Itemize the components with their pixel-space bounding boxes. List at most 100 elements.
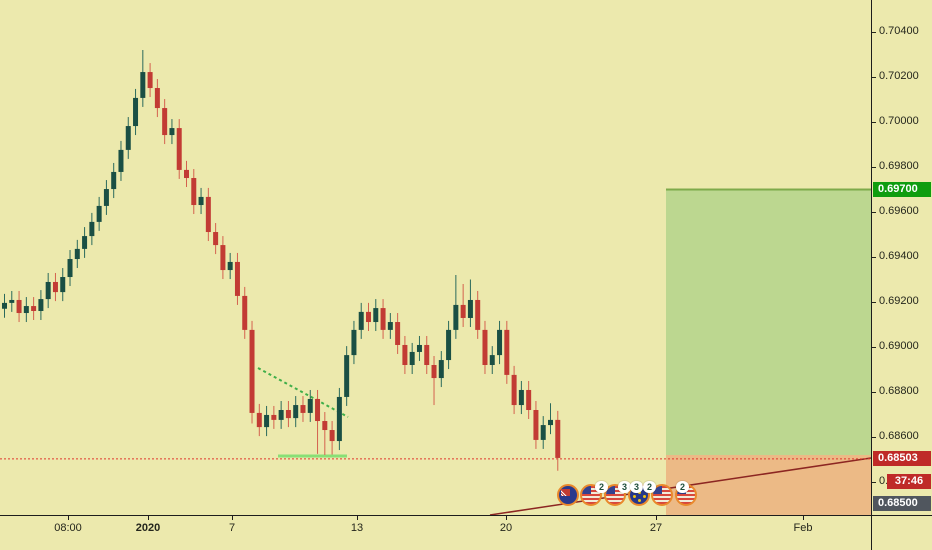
candle-body xyxy=(89,221,95,237)
time-tick-label: 2020 xyxy=(135,522,161,534)
time-tick-label: 13 xyxy=(350,522,364,534)
price-tick xyxy=(872,391,876,393)
candle-body xyxy=(176,128,182,170)
candle-body xyxy=(511,374,517,406)
candle-body xyxy=(489,355,495,365)
price-tick-label: 0.70000 xyxy=(879,115,919,127)
candle-body xyxy=(82,236,88,249)
candle-body xyxy=(548,419,553,426)
time-axis[interactable]: 08:00 2020 7 13 20 27 Feb xyxy=(0,515,932,550)
time-tick-label: 20 xyxy=(499,522,513,534)
candle-body xyxy=(169,128,175,136)
candle-body xyxy=(60,277,66,293)
candle-body xyxy=(351,329,357,356)
candle-body xyxy=(380,308,386,330)
price-tick xyxy=(872,31,876,33)
candle-body xyxy=(205,196,211,233)
candle-body xyxy=(249,329,255,413)
candle-body xyxy=(45,281,51,300)
candle-body xyxy=(467,299,473,318)
candle-body xyxy=(431,365,437,379)
price-axis[interactable]: 0.69700 0.68503 37:46 0.68500 0.70400 0.7… xyxy=(871,0,932,550)
candle-body xyxy=(504,329,510,375)
candle-body xyxy=(162,108,168,136)
candle-body xyxy=(533,410,539,440)
candle-body xyxy=(198,196,204,206)
time-tick xyxy=(232,516,233,520)
price-tick-label: 0.70200 xyxy=(879,70,919,82)
candle-body xyxy=(373,308,379,323)
time-tick-label: 7 xyxy=(228,522,236,534)
candle-body xyxy=(358,311,364,330)
candle-body xyxy=(402,344,408,365)
candle-body xyxy=(74,248,80,260)
time-tick xyxy=(148,516,149,520)
candle-body xyxy=(2,302,7,309)
candle-body xyxy=(213,232,219,246)
candle-body xyxy=(475,299,481,330)
price-tick-label: 0.68800 xyxy=(879,385,919,397)
candle-body xyxy=(227,261,233,271)
event-count-badge: 2 xyxy=(676,481,690,493)
candle-body xyxy=(133,97,139,127)
current-price-badge: 0.68503 xyxy=(873,450,931,466)
au-flag-event-icon[interactable] xyxy=(557,484,579,506)
candle-body xyxy=(23,306,29,314)
candle-body xyxy=(154,88,160,109)
candle-body xyxy=(293,405,299,419)
us-flag-event-icon[interactable] xyxy=(651,484,673,506)
event-count-badge: 3 xyxy=(618,481,632,493)
candle-body xyxy=(300,405,306,413)
prev-price-badge: 0.68500 xyxy=(873,496,931,511)
candle-body xyxy=(111,171,117,190)
candle-body xyxy=(322,421,328,431)
candle-body xyxy=(409,351,415,365)
candle-body xyxy=(16,299,22,314)
stop-zone[interactable] xyxy=(666,455,871,515)
candle-body xyxy=(191,178,197,206)
price-tick xyxy=(872,481,876,483)
candle-body xyxy=(540,425,546,440)
candle-body xyxy=(482,329,488,365)
candle-body xyxy=(242,295,248,330)
candle-body xyxy=(453,304,459,330)
candle-body xyxy=(526,389,532,410)
candle-body xyxy=(424,344,430,365)
descending-trendline[interactable] xyxy=(257,367,349,418)
candle-body xyxy=(285,410,291,419)
candle-body xyxy=(103,189,109,206)
price-tick xyxy=(872,436,876,438)
candle-body xyxy=(256,412,262,428)
time-tick-label: 27 xyxy=(649,522,663,534)
candle-body xyxy=(67,259,73,278)
candle-body xyxy=(52,281,58,293)
candle-body xyxy=(438,360,444,379)
candle-body xyxy=(446,329,452,361)
event-count-badge: 3 xyxy=(630,481,644,493)
candle-body xyxy=(366,311,371,323)
time-tick xyxy=(656,516,657,520)
price-tick-label: 0.68600 xyxy=(879,430,919,442)
candle-body xyxy=(9,299,15,303)
candle-body xyxy=(118,149,124,172)
candle-body xyxy=(460,304,466,318)
candle-body xyxy=(387,322,393,330)
price-tick-label: 0.70400 xyxy=(879,25,919,37)
bar-countdown-badge: 37:46 xyxy=(887,474,931,489)
price-tick xyxy=(872,121,876,123)
event-count-badge: 2 xyxy=(595,481,609,493)
candle-body xyxy=(307,398,313,413)
candle-body xyxy=(555,419,561,458)
candle-body xyxy=(184,169,189,179)
price-tick-label: 0.69800 xyxy=(879,160,919,172)
profit-zone[interactable] xyxy=(666,189,871,456)
time-tick xyxy=(803,516,804,520)
event-count-badge: 2 xyxy=(643,481,657,493)
candle-body xyxy=(344,355,350,397)
target-price-badge: 0.69700 xyxy=(873,181,931,197)
candle-body xyxy=(315,398,321,422)
candle-body xyxy=(147,72,153,89)
candle-body xyxy=(234,261,240,296)
